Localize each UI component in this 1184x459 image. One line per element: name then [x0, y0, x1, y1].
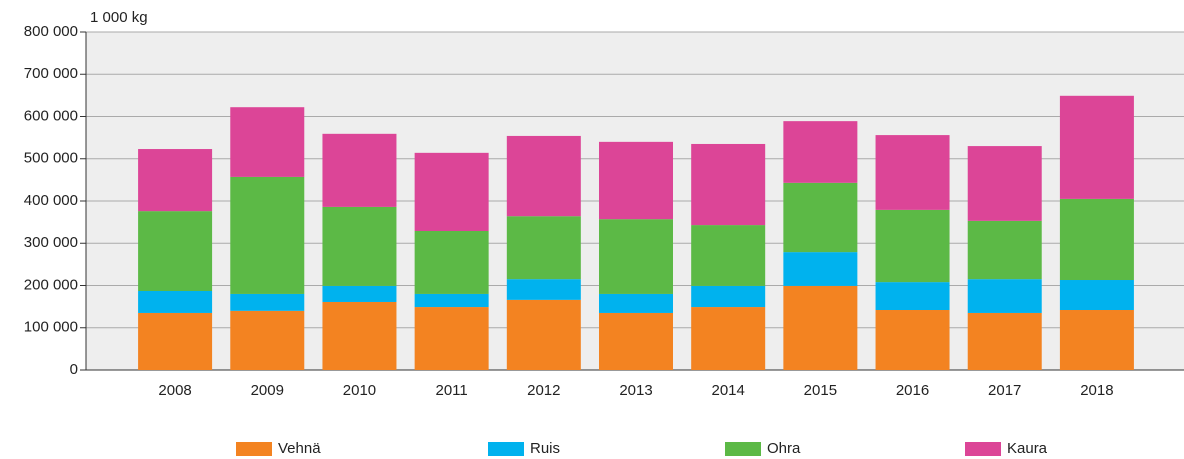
bar-segment — [230, 310, 305, 370]
bar-segment — [967, 279, 1042, 313]
legend-label: Kaura — [1007, 440, 1048, 457]
y-tick-label: 600 000 — [24, 107, 78, 124]
bar-segment — [1059, 280, 1134, 311]
bar-segment — [138, 211, 213, 291]
bar-segment — [875, 209, 950, 283]
bar-segment — [783, 182, 858, 253]
legend-swatch — [488, 442, 524, 456]
bar-segment — [506, 299, 581, 370]
y-tick-label: 800 000 — [24, 23, 78, 40]
y-tick-label: 400 000 — [24, 192, 78, 209]
y-tick-label: 700 000 — [24, 65, 78, 82]
legend-label: Ohra — [767, 440, 801, 457]
legend-swatch — [725, 442, 761, 456]
bar-segment — [138, 312, 213, 370]
y-tick-label: 100 000 — [24, 319, 78, 336]
y-tick-label: 300 000 — [24, 234, 78, 251]
bar-segment — [506, 135, 581, 217]
bar-segment — [322, 301, 397, 370]
legend-swatch — [965, 442, 1001, 456]
bar-segment — [138, 149, 213, 212]
bar-segment — [599, 219, 673, 294]
bar-segment — [138, 290, 213, 313]
bar-segment — [691, 307, 766, 370]
legend-swatch — [236, 442, 272, 456]
bar-segment — [599, 293, 673, 313]
bar-segment — [414, 293, 489, 308]
bar-segment — [691, 285, 766, 308]
x-tick-label: 2012 — [527, 382, 560, 399]
bar-segment — [967, 146, 1042, 221]
bar-segment — [875, 310, 950, 370]
bar-segment — [322, 206, 397, 286]
bar-segment — [875, 135, 950, 210]
x-tick-label: 2008 — [158, 382, 191, 399]
bar-segment — [1059, 310, 1134, 370]
x-tick-label: 2015 — [804, 382, 837, 399]
bar-segment — [783, 121, 858, 183]
y-tick-label: 500 000 — [24, 150, 78, 167]
bar-segment — [875, 282, 950, 311]
bar-segment — [230, 107, 305, 177]
bar-segment — [1059, 198, 1134, 281]
bar-segment — [414, 307, 489, 370]
bar-segment — [506, 216, 581, 280]
bar-segment — [783, 252, 858, 286]
legend-label: Vehnä — [278, 440, 321, 457]
bar-segment — [599, 312, 673, 370]
y-tick-label: 0 — [70, 361, 78, 378]
bar-segment — [967, 220, 1042, 280]
bar-segment — [691, 225, 766, 286]
bar-segment — [322, 133, 397, 207]
bar-segment — [414, 230, 489, 294]
bar-segment — [599, 141, 673, 220]
bar-segment — [322, 285, 397, 302]
bar-segment — [691, 143, 766, 226]
x-tick-label: 2014 — [711, 382, 744, 399]
x-tick-label: 2017 — [988, 382, 1021, 399]
bar-segment — [1059, 95, 1134, 199]
bar-segment — [230, 176, 305, 294]
x-tick-label: 2018 — [1080, 382, 1113, 399]
x-tick-label: 2013 — [619, 382, 652, 399]
bar-segment — [506, 279, 581, 300]
x-tick-label: 2016 — [896, 382, 929, 399]
bar-segment — [783, 285, 858, 370]
x-tick-label: 2011 — [436, 382, 468, 399]
bar-segment — [230, 293, 305, 311]
unit-label: 1 000 kg — [90, 9, 148, 26]
x-tick-label: 2009 — [251, 382, 284, 399]
bar-segment — [967, 312, 1042, 370]
x-tick-label: 2010 — [343, 382, 376, 399]
bar-segment — [414, 152, 489, 231]
legend-label: Ruis — [530, 440, 560, 457]
y-tick-label: 200 000 — [24, 276, 78, 293]
